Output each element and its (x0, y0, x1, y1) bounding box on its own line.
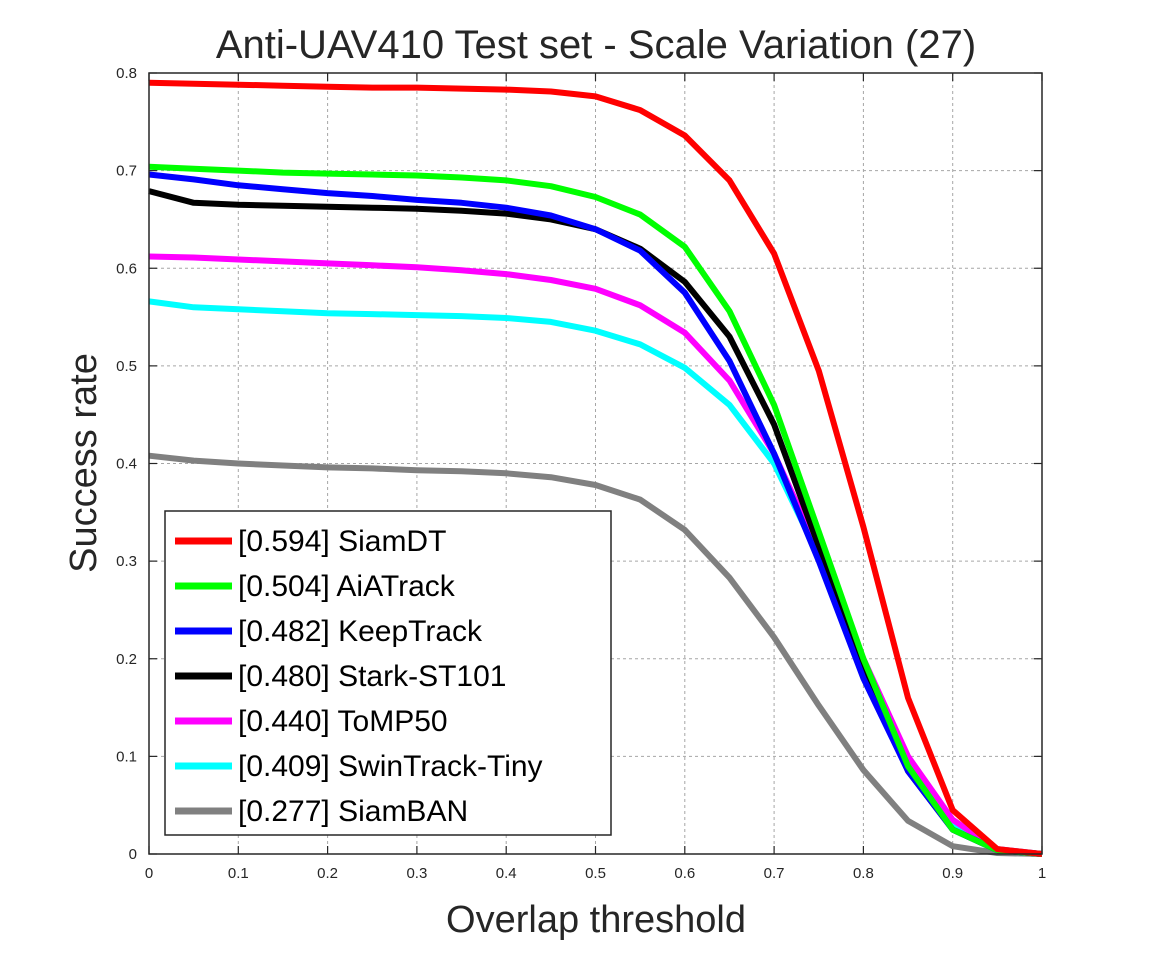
x-tick-label: 0.4 (496, 865, 517, 882)
series-line-siamban (148, 452, 1043, 857)
y-tick-label: 0.3 (116, 553, 137, 570)
x-tick-label: 0 (145, 865, 153, 882)
series-line-keeptrack (148, 171, 1043, 857)
y-tick-labels: 0 0.1 0.2 0.3 0.4 0.5 0.6 0.7 0.8 (116, 65, 137, 863)
y-tick-label: 0.8 (116, 65, 137, 82)
y-axis-label: Success rate (63, 353, 105, 573)
legend: [0.594] SiamDT [0.504] AiATrack [0.482] Ke… (164, 510, 612, 836)
x-tick-label: 0.8 (853, 865, 874, 882)
chart-title: Anti-UAV410 Test set - Scale Variation (… (216, 23, 976, 67)
x-tick-label: 1 (1038, 865, 1046, 882)
plot-frame (148, 72, 1043, 855)
x-tick-labels: 0 0.1 0.2 0.3 0.4 0.5 0.6 0.7 0.8 0.9 1 (145, 865, 1046, 882)
legend-label-swintrack-tiny: [0.409] SwinTrack-Tiny (238, 750, 543, 783)
y-tick-label: 0.6 (116, 260, 137, 277)
y-tick-label: 0.1 (116, 748, 137, 765)
legend-label-aiatrack: [0.504] AiATrack (238, 570, 456, 603)
legend-label-tomp50: [0.440] ToMP50 (238, 705, 448, 738)
x-axis-label: Overlap threshold (446, 899, 746, 941)
y-tick-label: 0 (129, 846, 137, 863)
y-tick-label: 0.2 (116, 651, 137, 668)
legend-label-stark-st101: [0.480] Stark-ST101 (238, 660, 506, 693)
legend-label-keeptrack: [0.482] KeepTrack (238, 615, 483, 648)
x-tick-label: 0.6 (674, 865, 695, 882)
x-tick-label: 0.2 (317, 865, 338, 882)
x-tick-label: 0.3 (406, 865, 427, 882)
x-tick-label: 0.5 (585, 865, 606, 882)
series-lines (148, 79, 1043, 857)
y-tick-label: 0.5 (116, 358, 137, 375)
x-tick-label: 0.7 (764, 865, 785, 882)
x-tick-label: 0.9 (942, 865, 963, 882)
y-tick-label: 0.4 (116, 456, 137, 473)
legend-label-siamdt: [0.594] SiamDT (238, 525, 446, 558)
series-line-aiatrack (148, 163, 1043, 857)
y-tick-label: 0.7 (116, 163, 137, 180)
series-line-siamdt (148, 79, 1043, 857)
x-tick-label: 0.1 (228, 865, 249, 882)
legend-box (164, 510, 612, 836)
legend-label-siamban: [0.277] SiamBAN (238, 795, 468, 828)
